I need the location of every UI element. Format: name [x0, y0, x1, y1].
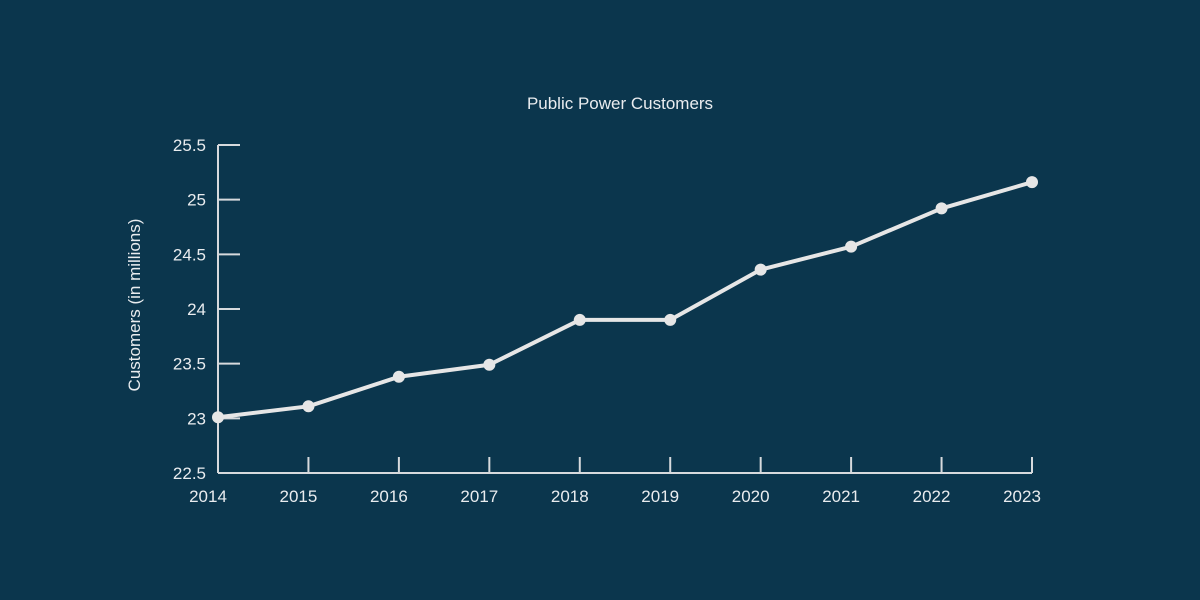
data-point — [212, 411, 224, 424]
data-point — [302, 400, 315, 413]
x-tick-label: 2022 — [913, 487, 951, 506]
data-point — [845, 240, 858, 253]
data-point — [392, 370, 405, 383]
x-tick-label: 2017 — [460, 487, 498, 506]
x-tick-label: 2016 — [370, 487, 408, 506]
x-tick-label: 2023 — [1003, 487, 1041, 506]
x-axis: 2014 2015 2016 2017 2018 2019 2020 2021 2022 2023 — [189, 457, 1041, 506]
x-tick-label: 2015 — [280, 487, 318, 506]
y-tick-label: 23.5 — [173, 355, 206, 374]
marker-layer — [212, 176, 1038, 424]
data-point — [483, 358, 496, 371]
chart-title: Public Power Customers — [527, 94, 713, 113]
y-tick-label: 25 — [187, 191, 206, 210]
x-tick-label: 2019 — [641, 487, 679, 506]
y-tick-label: 24 — [187, 300, 206, 319]
x-tick-label: 2018 — [551, 487, 589, 506]
data-point — [573, 313, 586, 326]
y-tick-label: 23 — [187, 409, 206, 428]
y-axis-label: Customers (in millions) — [125, 219, 144, 392]
y-tick-label: 24.5 — [173, 245, 206, 264]
x-tick-label: 2014 — [189, 487, 227, 506]
y-axis: 22.5 23 23.5 24 24.5 25 25.5 — [173, 136, 240, 483]
data-point — [754, 263, 767, 276]
x-tick-label: 2020 — [732, 487, 770, 506]
data-point — [1026, 176, 1038, 189]
y-tick-label: 22.5 — [173, 464, 206, 483]
series-line — [216, 180, 1034, 420]
x-tick-label: 2021 — [822, 487, 860, 506]
data-point — [935, 202, 948, 215]
data-point — [664, 313, 677, 326]
y-tick-label: 25.5 — [173, 136, 206, 155]
series-layer — [216, 180, 1034, 420]
